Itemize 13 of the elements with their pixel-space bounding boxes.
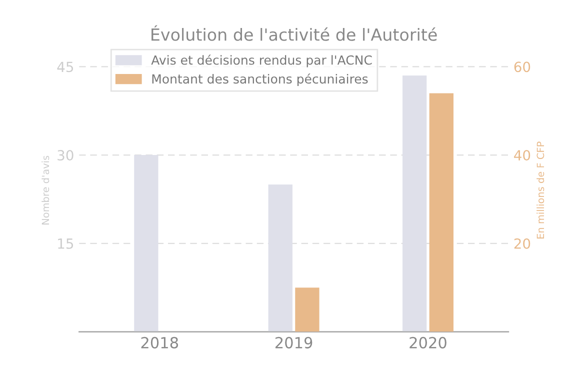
bar [134, 155, 158, 332]
bar [402, 76, 427, 332]
bar [268, 184, 292, 332]
y2-tick-label: 60 [514, 62, 530, 72]
x-tick-label: 2020 [410, 336, 446, 348]
y2-axis-title: En millions de F CFP [536, 142, 544, 238]
y2-tick-label: 40 [514, 150, 530, 161]
y2-tick-label: 20 [514, 238, 530, 249]
x-tick-label: 2018 [141, 336, 178, 348]
legend-label: Avis et décisions rendus par l'ACNC [151, 54, 372, 68]
chart-title: Évolution de l'activité de l'Autorité [152, 25, 437, 41]
legend-label: Montant des sanctions pécuniaires [152, 73, 368, 86]
x-tick-label: 2019 [275, 336, 312, 348]
